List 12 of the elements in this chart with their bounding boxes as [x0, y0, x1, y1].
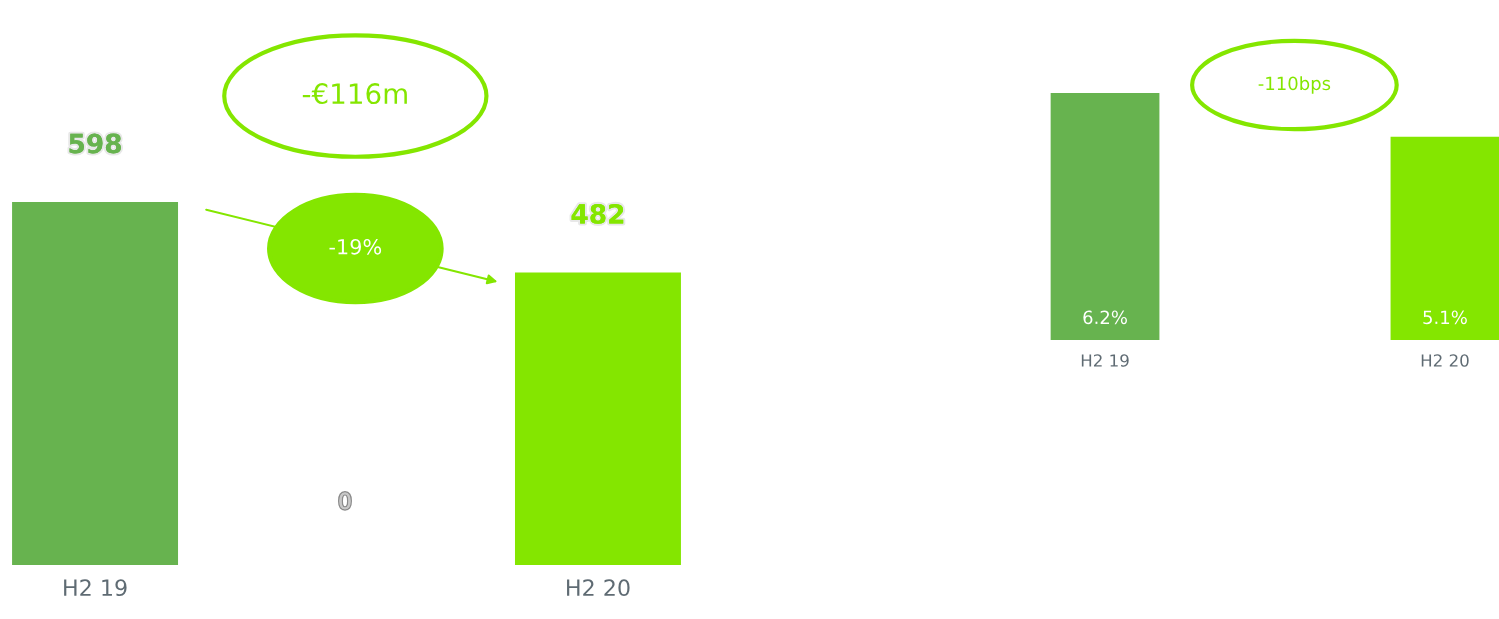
annotation: -19%	[329, 238, 382, 255]
data-label: 5.1%	[1423, 310, 1467, 325]
text: -€116m	[302, 83, 407, 105]
annotation: -110bps	[1258, 76, 1331, 94]
annotation: 0	[339, 492, 351, 510]
x-tick-label: H2 19	[64, 579, 127, 597]
data-label: 482	[571, 203, 624, 224]
x-tick-label: H2 19	[1081, 354, 1129, 367]
data-label: 6.2%	[1083, 310, 1127, 325]
x-tick-label: H2 20	[567, 579, 630, 597]
data-label: 598	[69, 133, 121, 154]
x-tick-label: H2 20	[1421, 354, 1469, 367]
